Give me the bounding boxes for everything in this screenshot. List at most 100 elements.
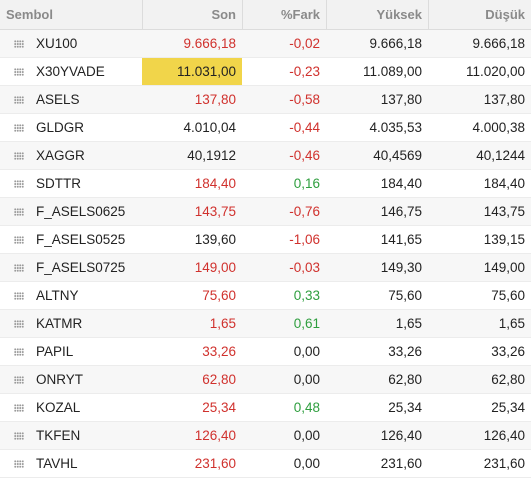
symbol-label: XAGGR [36,148,85,163]
last-price-cell: 9.666,18 [183,36,236,51]
table-row[interactable]: F_ASELS0525 139,60 -1,06 141,65 139,15 [0,226,531,254]
header-last[interactable]: Son [142,0,242,29]
last-price-cell: 4.010,04 [183,120,236,135]
table-row[interactable]: SDTTR 184,40 0,16 184,40 184,40 [0,170,531,198]
last-price-cell: 33,26 [202,344,236,359]
high-price-cell: 141,65 [380,232,422,247]
high-price-cell: 231,60 [380,456,422,471]
drag-handle-icon[interactable] [14,431,24,440]
low-price-cell: 126,40 [483,428,525,443]
change-percent-cell: 0,00 [293,428,320,443]
table-row[interactable]: KOZAL 25,34 0,48 25,34 25,34 [0,394,531,422]
table-row[interactable]: GLDGR 4.010,04 -0,44 4.035,53 4.000,38 [0,114,531,142]
change-percent-cell: -0,23 [289,64,320,79]
symbol-label: TAVHL [36,456,78,471]
header-change[interactable]: %Fark [242,0,326,29]
symbol-label: F_ASELS0525 [36,232,126,247]
low-price-cell: 25,34 [491,400,525,415]
drag-handle-icon[interactable] [14,375,24,384]
drag-handle-icon[interactable] [14,151,24,160]
symbol-label: F_ASELS0725 [36,260,126,275]
drag-handle-icon[interactable] [14,95,24,104]
change-percent-cell: 0,61 [293,316,320,331]
high-price-cell: 33,26 [388,344,422,359]
change-percent-cell: -0,76 [289,204,320,219]
last-price-cell: 75,60 [202,288,236,303]
high-price-cell: 25,34 [388,400,422,415]
last-price-cell: 231,60 [194,456,236,471]
header-high[interactable]: Yüksek [326,0,428,29]
high-price-cell: 40,4569 [373,148,422,163]
last-price-cell: 143,75 [194,204,236,219]
table-row[interactable]: XU100 9.666,18 -0,02 9.666,18 9.666,18 [0,30,531,58]
high-price-cell: 146,75 [380,204,422,219]
high-price-cell: 11.089,00 [362,64,422,79]
high-price-cell: 62,80 [388,372,422,387]
row-symbol-cell: XU100 [0,30,142,57]
last-price-cell: 1,65 [209,316,236,331]
row-symbol-cell: TAVHL [0,450,142,477]
change-percent-cell: 0,00 [293,456,320,471]
low-price-cell: 75,60 [491,288,525,303]
low-price-cell: 62,80 [491,372,525,387]
table-row[interactable]: PAPIL 33,26 0,00 33,26 33,26 [0,338,531,366]
table-row[interactable]: F_ASELS0625 143,75 -0,76 146,75 143,75 [0,198,531,226]
table-row[interactable]: ALTNY 75,60 0,33 75,60 75,60 [0,282,531,310]
drag-handle-icon[interactable] [14,459,24,468]
row-symbol-cell: F_ASELS0725 [0,254,142,281]
change-percent-cell: -0,58 [289,92,320,107]
symbol-label: ONRYT [36,372,84,387]
high-price-cell: 4.035,53 [369,120,422,135]
last-price-cell: 149,00 [194,260,236,275]
change-percent-cell: -0,44 [289,120,320,135]
drag-handle-icon[interactable] [14,403,24,412]
header-low[interactable]: Düşük [428,0,531,29]
low-price-cell: 33,26 [491,344,525,359]
drag-handle-icon[interactable] [14,123,24,132]
table-row[interactable]: ASELS 137,80 -0,58 137,80 137,80 [0,86,531,114]
row-symbol-cell: XAGGR [0,142,142,169]
change-percent-cell: 0,33 [293,288,320,303]
last-price-cell: 40,1912 [187,148,236,163]
row-symbol-cell: F_ASELS0525 [0,226,142,253]
drag-handle-icon[interactable] [14,347,24,356]
drag-handle-icon[interactable] [14,67,24,76]
row-symbol-cell: GLDGR [0,114,142,141]
change-percent-cell: -0,02 [289,36,320,51]
drag-handle-icon[interactable] [14,235,24,244]
table-row[interactable]: TKFEN 126,40 0,00 126,40 126,40 [0,422,531,450]
table-row[interactable]: KATMR 1,65 0,61 1,65 1,65 [0,310,531,338]
table-row[interactable]: XAGGR 40,1912 -0,46 40,4569 40,1244 [0,142,531,170]
table-row[interactable]: F_ASELS0725 149,00 -0,03 149,30 149,00 [0,254,531,282]
drag-handle-icon[interactable] [14,291,24,300]
row-symbol-cell: PAPIL [0,338,142,365]
last-price-cell: 25,34 [202,400,236,415]
low-price-cell: 40,1244 [476,148,525,163]
table-row[interactable]: X30YVADE 11.031,00 -0,23 11.089,00 11.020,00 [0,58,531,86]
change-percent-cell: -0,46 [289,148,320,163]
change-percent-cell: -0,03 [289,260,320,275]
header-symbol[interactable]: Sembol [6,7,53,22]
symbol-label: PAPIL [36,344,74,359]
high-price-cell: 184,40 [380,176,422,191]
drag-handle-icon[interactable] [14,207,24,216]
low-price-cell: 139,15 [483,232,525,247]
drag-handle-icon[interactable] [14,319,24,328]
last-price-cell: 126,40 [194,428,236,443]
symbol-label: X30YVADE [36,64,105,79]
row-symbol-cell: ASELS [0,86,142,113]
drag-handle-icon[interactable] [14,263,24,272]
symbol-label: KOZAL [36,400,81,415]
change-percent-cell: 0,16 [293,176,320,191]
change-percent-cell: 0,00 [293,372,320,387]
high-price-cell: 75,60 [388,288,422,303]
row-symbol-cell: KATMR [0,310,142,337]
symbol-label: GLDGR [36,120,85,135]
low-price-cell: 143,75 [483,204,525,219]
table-row[interactable]: ONRYT 62,80 0,00 62,80 62,80 [0,366,531,394]
table-row[interactable]: TAVHL 231,60 0,00 231,60 231,60 [0,450,531,478]
drag-handle-icon[interactable] [14,179,24,188]
symbol-label: KATMR [36,316,83,331]
low-price-cell: 9.666,18 [472,36,525,51]
drag-handle-icon[interactable] [14,39,24,48]
